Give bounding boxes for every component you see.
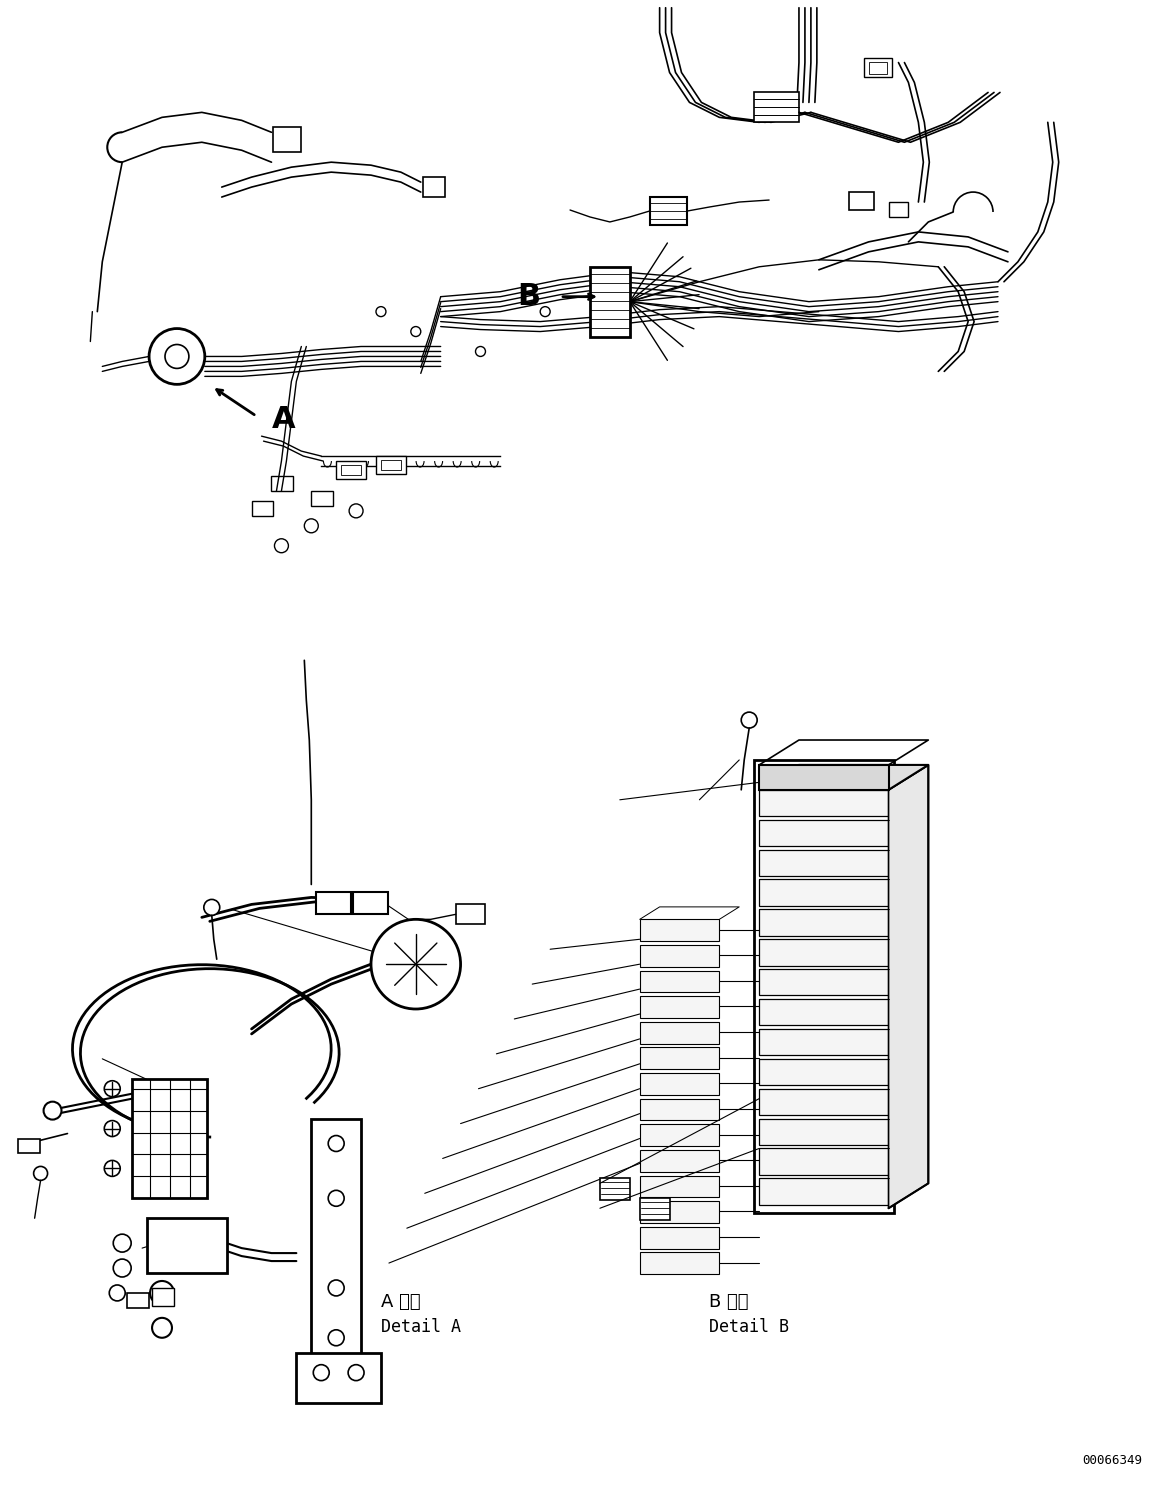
Bar [312,1119,361,1367]
Bar [600,1178,630,1201]
Bar [640,1022,720,1043]
Bar [17,1138,40,1153]
Circle shape [328,1190,344,1207]
Bar [381,460,401,470]
Circle shape [328,1330,344,1345]
Bar [759,879,889,906]
Circle shape [109,1286,126,1301]
Circle shape [204,899,220,915]
Circle shape [411,326,421,336]
Circle shape [274,539,288,552]
Circle shape [328,1135,344,1152]
Bar [341,466,361,475]
Bar [759,998,889,1025]
Text: B 詳細: B 詳細 [709,1293,749,1311]
Circle shape [43,1101,62,1119]
Bar [640,945,720,967]
Bar [640,970,720,992]
Bar [759,1178,889,1205]
Circle shape [376,307,386,317]
Circle shape [165,345,188,369]
Circle shape [313,1364,329,1381]
Bar [640,1253,720,1274]
Bar [759,1119,889,1144]
Text: Detail B: Detail B [709,1318,790,1336]
Circle shape [328,1280,344,1296]
Bar [759,1089,889,1115]
Bar [640,1176,720,1198]
Bar [640,1098,720,1120]
Circle shape [741,713,757,728]
Bar [251,501,273,516]
Bar [127,1293,149,1308]
Bar [456,905,485,924]
Text: Detail A: Detail A [381,1318,461,1336]
Circle shape [105,1080,120,1097]
Bar [590,266,630,336]
Bar [759,909,889,936]
Bar [889,202,908,217]
Bar [152,1289,174,1306]
Bar [759,969,889,995]
Bar [640,1150,720,1171]
Circle shape [305,519,319,533]
Bar [759,820,889,847]
Bar [864,58,892,77]
Circle shape [105,1120,120,1137]
Bar [423,177,444,196]
Bar [650,196,687,225]
Bar [640,1198,670,1220]
Bar [316,893,351,914]
Bar [297,1353,381,1403]
Circle shape [348,1364,364,1381]
Bar [759,1059,889,1085]
Bar [273,128,301,152]
Text: B: B [518,283,540,311]
Bar [147,1219,227,1274]
Bar [376,457,406,475]
Text: 00066349: 00066349 [1083,1454,1142,1467]
Text: A 詳細: A 詳細 [381,1293,421,1311]
Bar [640,995,720,1018]
Bar [640,920,720,940]
Circle shape [349,504,363,518]
Bar [759,765,889,790]
Bar [354,893,388,914]
Bar [759,1149,889,1176]
Circle shape [113,1259,131,1277]
Bar [640,1048,720,1070]
Bar [312,491,333,506]
Bar [759,790,889,815]
Circle shape [150,1281,174,1305]
Circle shape [34,1167,48,1180]
Text: A: A [271,405,295,433]
Circle shape [105,1161,120,1177]
Bar [754,92,799,122]
Polygon shape [759,765,928,790]
Bar [336,461,366,479]
Bar [759,1028,889,1055]
Bar [640,1125,720,1146]
Bar [133,1079,207,1198]
Bar [640,1073,720,1095]
Bar [640,1201,720,1223]
Circle shape [476,347,485,357]
Bar [759,850,889,876]
Bar [754,760,893,1213]
Polygon shape [889,765,928,1208]
Circle shape [149,329,205,384]
Circle shape [540,307,550,317]
Bar [759,939,889,966]
Circle shape [152,1318,172,1338]
Circle shape [113,1234,131,1251]
Circle shape [371,920,461,1009]
Bar [869,61,886,73]
Bar [271,476,293,491]
Bar [849,192,873,210]
Bar [640,1226,720,1248]
